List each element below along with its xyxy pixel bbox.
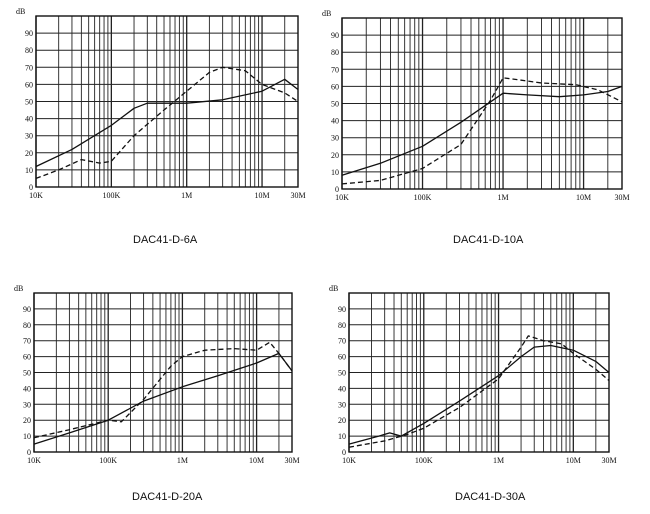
x-tick-label: 1M	[497, 193, 508, 202]
series-line-dashed	[341, 77, 623, 185]
x-tick-label: 10K	[29, 191, 43, 200]
y-tick-label: 80	[23, 321, 31, 330]
y-tick-label: 60	[23, 353, 31, 362]
x-tick-label: 30M	[290, 191, 305, 200]
y-tick-label: 90	[338, 305, 346, 314]
chart-svg-4: 0 10 20 30 40 50 60 70 80 90 dB 10K 100K 1M 10M 30M	[329, 284, 617, 465]
y-tick-label: 50	[338, 369, 346, 378]
series-line-solid	[348, 344, 610, 445]
x-tick-label: 10M	[249, 456, 264, 465]
y-tick-label: 30	[23, 400, 31, 409]
chart-caption-4: DAC41-D-30A	[455, 491, 526, 503]
x-tick-label: 1M	[181, 191, 192, 200]
grid	[348, 292, 610, 453]
y-tick-label: 90	[23, 305, 31, 314]
series-line-dashed	[33, 341, 293, 439]
chart-caption-1: DAC41-D-6A	[133, 234, 198, 246]
y-tick-label: 10	[331, 168, 339, 177]
x-tick-label: 30M	[614, 193, 629, 202]
y-tick-label: 70	[338, 337, 346, 346]
y-tick-label: 30	[338, 400, 346, 409]
x-tick-label: 100K	[415, 456, 433, 465]
x-tick-label: 1M	[493, 456, 504, 465]
y-tick-label: 80	[331, 48, 339, 57]
y-tick-label: 0	[29, 183, 33, 192]
x-tick-label: 1M	[177, 456, 188, 465]
chart-svg-3: 0 10 20 30 40 50 60 70 80 90 dB 10K 100K 1M 10M 30M	[14, 284, 300, 465]
x-tick-label: 10M	[566, 456, 581, 465]
series-line-dashed	[348, 335, 610, 448]
chart-caption-3: DAC41-D-20A	[132, 491, 203, 503]
y-tick-label: 60	[25, 80, 33, 89]
x-tick-label: 10M	[254, 191, 269, 200]
chart-svg-2: 0 10 20 30 40 50 60 70 80 90 dB 10K 100K 1M 10M 30M	[322, 9, 630, 202]
y-tick-label: 40	[338, 384, 346, 393]
y-tick-label: 40	[23, 384, 31, 393]
plot-frame	[341, 17, 623, 190]
grid	[33, 292, 293, 453]
y-tick-label: 0	[342, 448, 346, 457]
y-tick-label: 50	[23, 369, 31, 378]
y-tick-label: 60	[331, 82, 339, 91]
y-tick-label: 20	[25, 149, 33, 158]
x-tick-label: 10K	[342, 456, 356, 465]
x-tick-label: 10K	[335, 193, 349, 202]
y-tick-label: 0	[27, 448, 31, 457]
grid	[35, 15, 299, 188]
plot-frame	[33, 292, 293, 453]
chart-panel-4: 0 10 20 30 40 50 60 70 80 90 dB 10K 100K 1M 10M 30M DAC…	[325, 257, 650, 514]
x-tick-label: 100K	[102, 191, 120, 200]
y-tick-label: 90	[331, 31, 339, 40]
chart-caption-2: DAC41-D-10A	[453, 234, 524, 246]
y-axis-label: dB	[322, 9, 331, 18]
y-tick-label: 40	[331, 117, 339, 126]
x-tick-label: 30M	[601, 456, 616, 465]
y-tick-label: 70	[331, 65, 339, 74]
y-tick-label: 30	[331, 134, 339, 143]
y-tick-label: 50	[25, 98, 33, 107]
y-tick-label: 80	[25, 46, 33, 55]
series-line-solid	[341, 85, 623, 176]
chart-panel-2: 0 10 20 30 40 50 60 70 80 90 dB 10K 100K 1M 10M 30M DAC…	[322, 0, 650, 257]
y-tick-label: 70	[25, 63, 33, 72]
x-tick-label: 10K	[27, 456, 41, 465]
y-tick-label: 10	[25, 166, 33, 175]
series-line-solid	[33, 352, 293, 445]
y-tick-label: 20	[331, 151, 339, 160]
y-tick-label: 0	[335, 185, 339, 194]
y-tick-label: 20	[338, 416, 346, 425]
y-tick-label: 70	[23, 337, 31, 346]
x-tick-label: 10M	[576, 193, 591, 202]
y-axis-label: dB	[14, 284, 23, 293]
y-tick-label: 40	[25, 115, 33, 124]
chart-panel-1: 0 10 20 30 40 50 60 70 80 90 dB 10K 100K 1M 10M 30M DAC…	[0, 0, 325, 257]
y-tick-label: 30	[25, 132, 33, 141]
y-tick-label: 50	[331, 100, 339, 109]
series-line-solid	[35, 78, 299, 168]
chart-panel-3: 0 10 20 30 40 50 60 70 80 90 dB 10K 100K 1M 10M 30M DAC…	[0, 257, 325, 514]
plot-frame	[35, 15, 299, 188]
x-tick-label: 100K	[414, 193, 432, 202]
y-tick-label: 10	[338, 432, 346, 441]
series-line-dashed	[35, 66, 299, 180]
x-tick-label: 30M	[284, 456, 299, 465]
y-tick-label: 10	[23, 432, 31, 441]
y-tick-label: 60	[338, 353, 346, 362]
chart-svg-1: 0 10 20 30 40 50 60 70 80 90 dB 10K 100K 1M 10M 30M	[16, 7, 306, 200]
y-tick-label: 90	[25, 29, 33, 38]
y-tick-label: 20	[23, 416, 31, 425]
y-axis-label: dB	[16, 7, 25, 16]
x-tick-label: 100K	[99, 456, 117, 465]
y-tick-label: 80	[338, 321, 346, 330]
y-axis-label: dB	[329, 284, 338, 293]
grid	[341, 17, 623, 190]
